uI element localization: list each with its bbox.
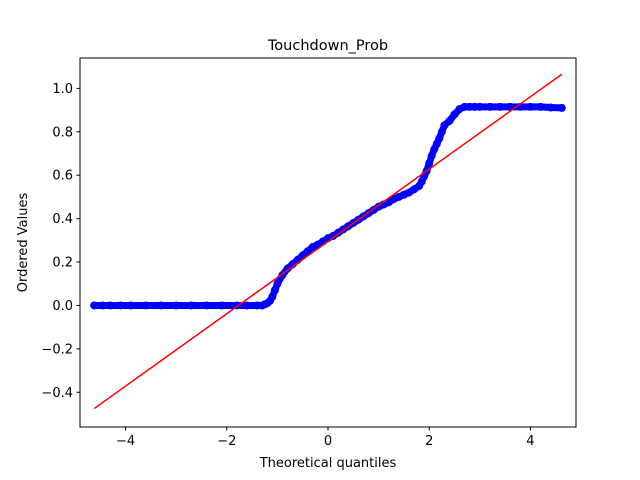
sample-point — [142, 301, 150, 309]
sample-point — [127, 301, 135, 309]
sample-point — [203, 301, 211, 309]
sample-point — [99, 301, 107, 309]
x-tick-label: 2 — [425, 434, 433, 449]
y-tick-label: 0.2 — [52, 256, 73, 271]
sample-point — [116, 301, 124, 309]
x-tick-label: 0 — [324, 434, 332, 449]
sample-point — [476, 103, 484, 111]
x-axis-label: Theoretical quantiles — [259, 456, 397, 471]
x-tick-label: 4 — [526, 434, 534, 449]
sample-point — [187, 301, 195, 309]
sample-point — [526, 103, 534, 111]
y-tick-label: 0.0 — [52, 299, 73, 314]
sample-point — [547, 103, 555, 111]
sample-point — [537, 103, 545, 111]
sample-point — [273, 280, 281, 288]
y-tick-label: 0.8 — [52, 125, 73, 140]
sample-point — [558, 104, 566, 112]
y-tick-label: −0.2 — [41, 342, 73, 357]
sample-point — [486, 103, 494, 111]
sample-point — [496, 103, 504, 111]
sample-point — [106, 301, 114, 309]
y-tick-label: −0.4 — [41, 386, 73, 401]
chart-title: Touchdown_Prob — [267, 38, 388, 54]
sample-point — [218, 301, 226, 309]
sample-point — [243, 301, 251, 309]
y-tick-label: 1.0 — [52, 82, 73, 97]
sample-point — [172, 301, 180, 309]
y-axis-label: Ordered Values — [16, 193, 31, 293]
sample-point — [157, 301, 165, 309]
sample-point — [445, 117, 453, 125]
y-tick-label: 0.4 — [52, 212, 73, 227]
x-tick-label: −2 — [217, 434, 236, 449]
sample-point — [90, 301, 98, 309]
y-tick-label: 0.6 — [52, 169, 73, 184]
sample-point — [425, 159, 433, 167]
x-tick-label: −4 — [116, 434, 135, 449]
